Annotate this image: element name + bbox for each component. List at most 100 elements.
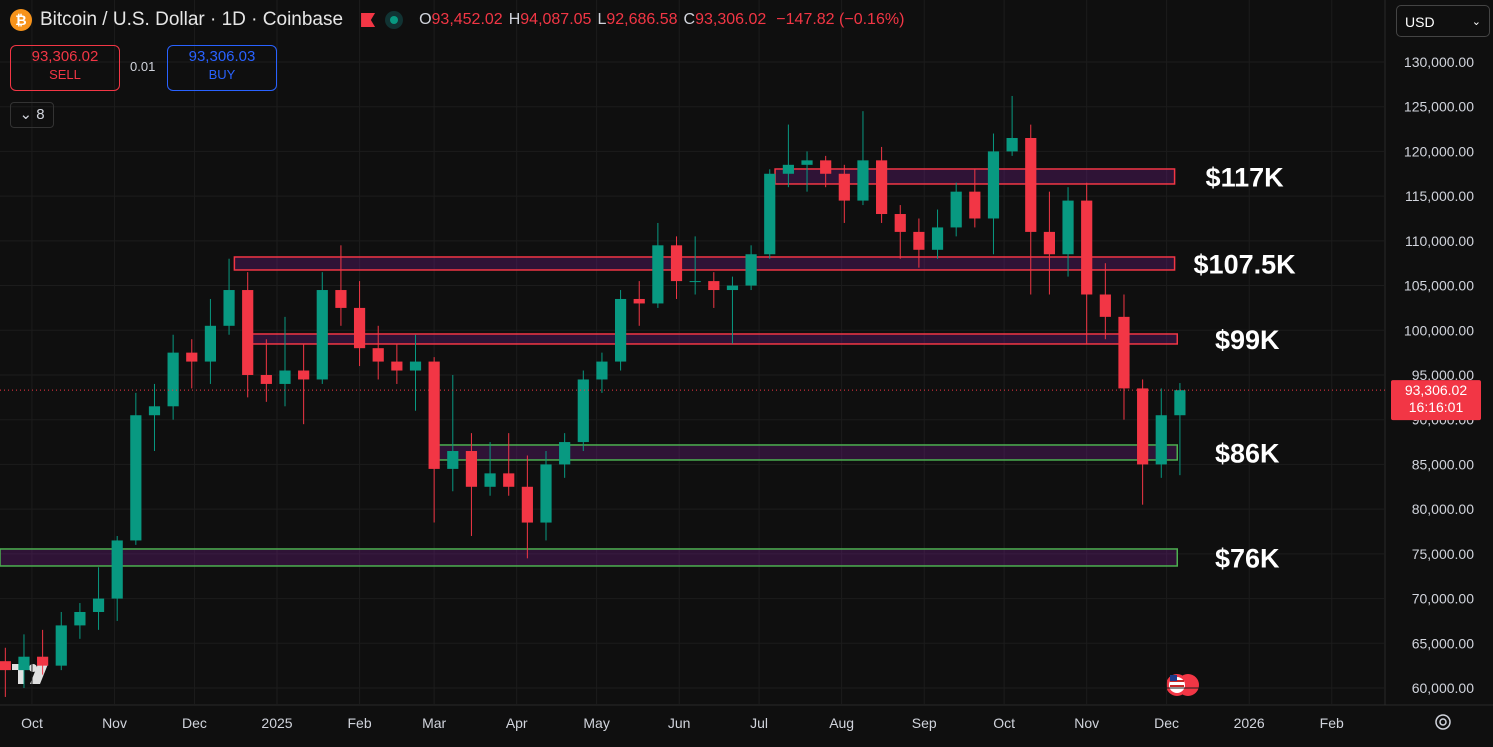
candle-body (857, 160, 869, 201)
x-tick-label: Jun (668, 715, 691, 731)
spread: 0.01 (130, 59, 156, 74)
buy-button[interactable]: 93,306.03 BUY (167, 45, 277, 91)
candle-body (969, 191, 981, 219)
candle-body (950, 191, 962, 228)
zone-label: $99K (1215, 325, 1280, 355)
candle-body (745, 254, 757, 286)
candle-body (1043, 231, 1055, 255)
x-tick-label: Nov (102, 715, 127, 731)
candle-body (782, 164, 794, 174)
candle-body (111, 540, 123, 599)
x-tick-label: 2026 (1234, 715, 1265, 731)
ohlc-value: 93,452.02 (431, 11, 503, 28)
price-zone (248, 333, 1179, 345)
x-tick-label: Sep (912, 715, 937, 731)
candle-body (559, 442, 571, 465)
price-zone (0, 548, 1178, 567)
indicator-count: 8 (36, 106, 45, 123)
symbol-header: ₿ Bitcoin / U.S. Dollar · 1D · Coinbase … (10, 9, 904, 31)
ohlc-values: O93,452.02 H94,087.05 L92,686.58 C93,306.02 (413, 11, 766, 29)
sell-button[interactable]: 93,306.02 SELL (10, 45, 120, 91)
candle-body (0, 661, 11, 671)
indicators-toggle[interactable]: ⌄ 8 (10, 102, 54, 128)
candle-body (298, 370, 310, 380)
settings-icon[interactable] (1435, 714, 1451, 730)
candle-body (503, 473, 515, 487)
last-price-label: 93,306.02 (1405, 382, 1467, 398)
currency: USD (1405, 14, 1435, 30)
zone-label: $107.5K (1194, 249, 1297, 279)
ohlc-key: O (419, 11, 432, 28)
y-tick-label: 95,000.00 (1412, 367, 1474, 383)
candle-body (1155, 415, 1167, 465)
candle-body (55, 625, 67, 666)
candle-body (242, 290, 254, 375)
buy-label: BUY (208, 67, 236, 82)
candle-body (186, 352, 198, 362)
flag-icon[interactable] (361, 13, 376, 27)
y-tick-label: 130,000.00 (1404, 54, 1474, 70)
x-tick-label: Feb (348, 715, 372, 731)
x-tick-label: Oct (21, 715, 43, 731)
candle-body (764, 173, 776, 255)
candle-body (521, 486, 533, 523)
candle-body (1081, 200, 1093, 295)
candle-body (838, 173, 850, 201)
candle-body (391, 361, 403, 371)
candle-body (1099, 294, 1111, 317)
candle-body (1062, 200, 1074, 255)
zone-label: $86K (1215, 438, 1280, 468)
x-tick-label: Nov (1074, 715, 1099, 731)
candle-body (279, 370, 291, 384)
ohlc-value: 94,087.05 (520, 11, 592, 28)
buy-price: 93,306.03 (188, 48, 256, 65)
y-tick-label: 125,000.00 (1404, 99, 1474, 115)
x-tick-label: Dec (1154, 715, 1179, 731)
last-price-badge (1391, 380, 1481, 421)
candle-body (74, 611, 86, 626)
y-tick-label: 105,000.00 (1404, 278, 1474, 294)
y-tick-label: 115,000.00 (1405, 188, 1474, 204)
x-tick-label: Aug (829, 715, 854, 731)
candle-body (465, 451, 478, 487)
ohlc-key: L (597, 11, 607, 28)
events-icon[interactable] (1166, 674, 1199, 696)
candle-body (484, 473, 496, 487)
x-tick-label: Apr (506, 715, 528, 731)
candle-body (894, 214, 906, 232)
y-tick-label: 70,000.00 (1412, 591, 1474, 607)
candle-body (428, 361, 440, 469)
countdown: 16:16:01 (1409, 399, 1464, 415)
candle-body (1137, 388, 1149, 465)
price-zone (233, 256, 1176, 271)
market-status (385, 11, 404, 29)
y-tick-label: 85,000.00 (1412, 456, 1474, 472)
x-tick-label: 2025 (261, 715, 292, 731)
x-tick-label: Oct (993, 715, 1015, 731)
y-tick-label: 65,000.00 (1412, 635, 1474, 651)
ohlc-value: 93,306.02 (695, 11, 767, 28)
candle-body (372, 348, 384, 362)
candle-body (577, 379, 589, 443)
symbol-title[interactable]: Bitcoin / U.S. Dollar · 1D · Coinbase (40, 9, 344, 30)
coin-icon: ₿ (10, 9, 32, 31)
change: −147.82 (−0.16%) (776, 11, 905, 28)
currency-select[interactable]: USD ⌄ (1396, 5, 1490, 37)
y-tick-label: 100,000.00 (1404, 322, 1474, 338)
candle-body (987, 151, 1000, 219)
candle-body (596, 361, 608, 380)
candle-body (260, 374, 272, 384)
y-tick-label: 110,000.00 (1405, 233, 1474, 249)
zone-label: $76K (1215, 543, 1280, 573)
x-tick-label: Dec (182, 715, 207, 731)
ohlc-value: 92,686.58 (606, 11, 678, 28)
zone-label: $117K (1206, 162, 1285, 192)
candle-body (18, 656, 30, 671)
candle-body (801, 160, 813, 165)
candle-body (913, 231, 925, 250)
sell-price: 93,306.02 (31, 48, 99, 65)
price-zone (430, 444, 1178, 461)
grid (0, 0, 1385, 705)
